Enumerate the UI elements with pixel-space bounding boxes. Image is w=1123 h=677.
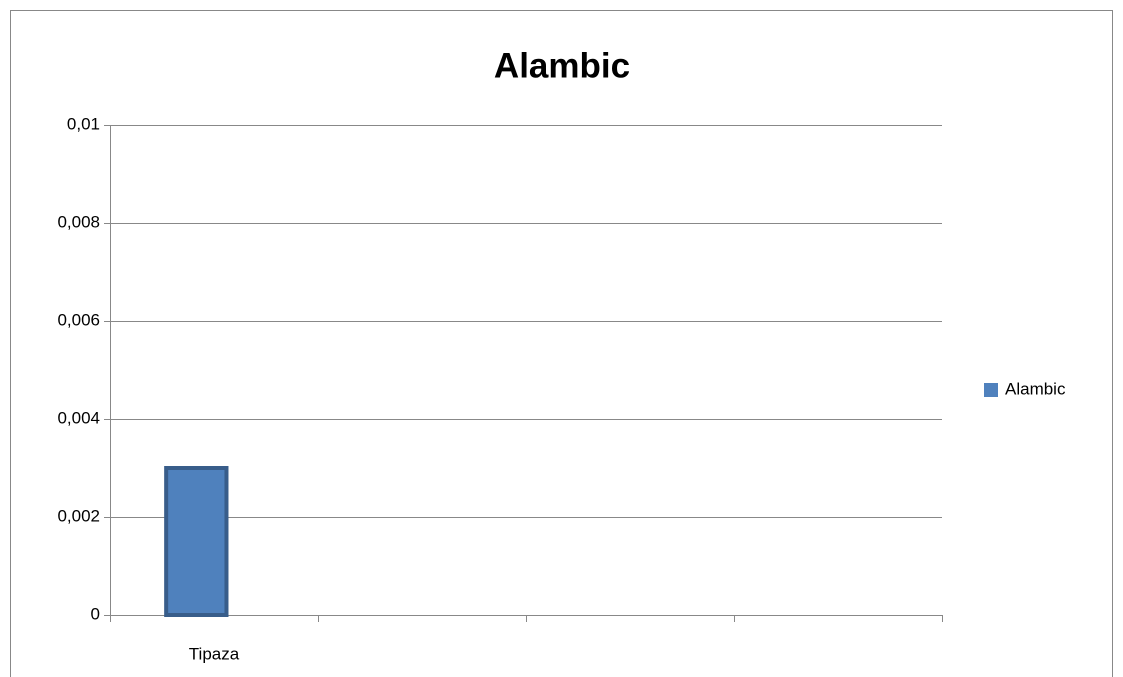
y-tick-label: 0,01 xyxy=(67,114,100,133)
y-tick-label: 0,004 xyxy=(57,408,100,427)
y-tick-label: 0 xyxy=(91,604,100,623)
legend-label: Alambic xyxy=(1005,379,1066,398)
x-tick-label: Tipaza xyxy=(189,644,240,663)
chart-title: Alambic xyxy=(494,46,630,85)
y-tick-label: 0,002 xyxy=(57,506,100,525)
y-tick-label: 0,008 xyxy=(57,212,100,231)
y-tick-label: 0,006 xyxy=(57,310,100,329)
bar xyxy=(164,466,229,617)
legend-swatch xyxy=(984,383,998,397)
